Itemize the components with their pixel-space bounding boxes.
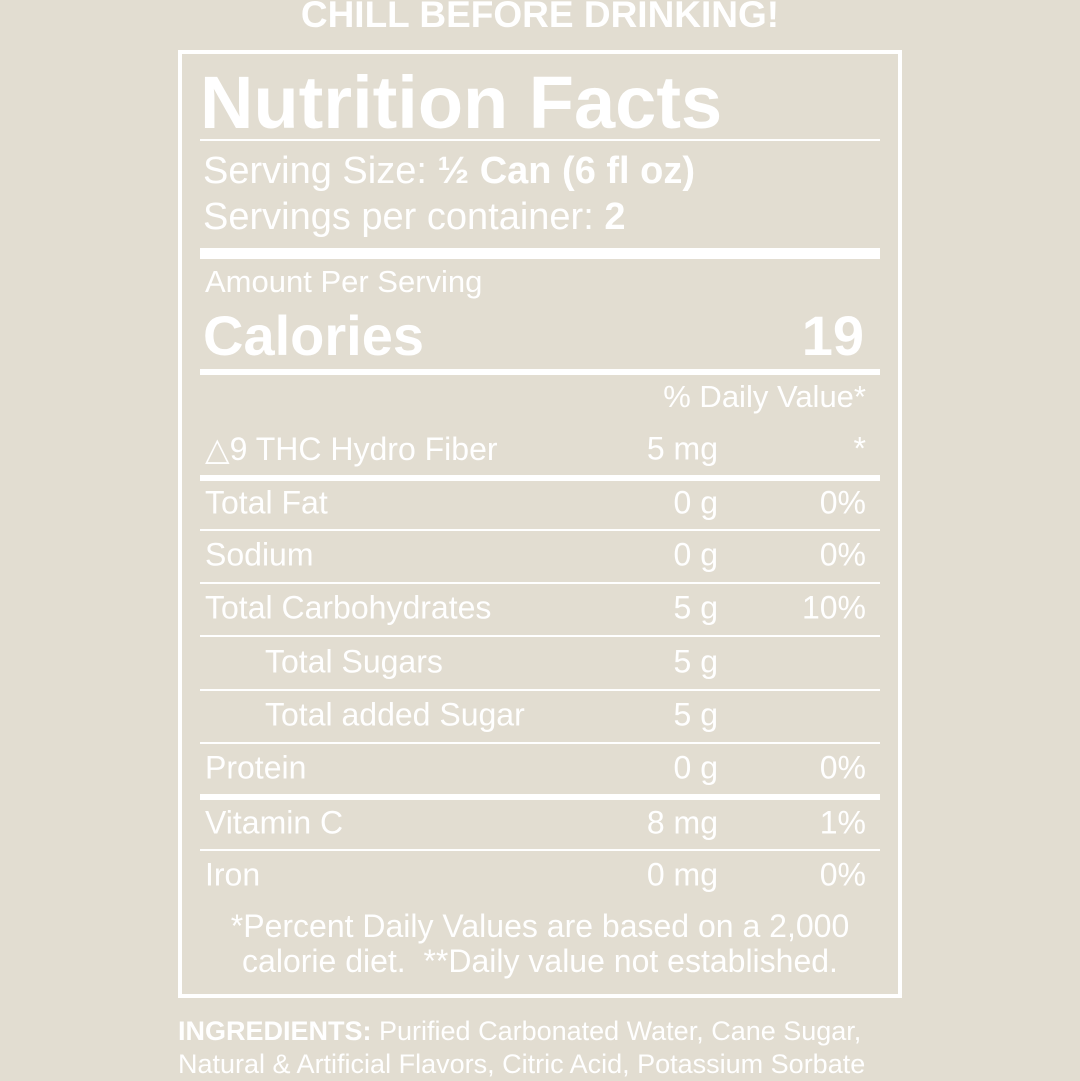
nutrient-name: Sodium xyxy=(205,536,314,573)
rule xyxy=(200,849,880,851)
nutrient-amount: 0 g xyxy=(673,749,718,786)
servings: Servings per container: 2 xyxy=(203,196,625,239)
serving-size-value: ½ Can (6 fl oz) xyxy=(437,150,696,192)
nutrient-daily-value: 0% xyxy=(819,484,866,521)
label-box xyxy=(178,50,902,998)
nutrient-row: Total Carbohydrates 5 g 10% xyxy=(200,583,880,633)
nutrient-amount: 5 mg xyxy=(646,430,718,467)
nutrient-amount: 8 mg xyxy=(646,804,718,841)
nutrient-row: Vitamin C 8 mg 1% xyxy=(200,798,880,848)
nutrient-amount: 0 g xyxy=(673,484,718,521)
nutrient-amount: 5 g xyxy=(673,643,718,680)
ingredients-label: INGREDIENTS: xyxy=(178,1016,372,1046)
nutrient-daily-value: * xyxy=(853,430,866,467)
rule xyxy=(200,742,880,744)
title: Nutrition Facts xyxy=(200,61,723,144)
nutrient-row: Protein 0 g 0% xyxy=(200,743,880,793)
rule xyxy=(200,139,880,141)
calories-value: 19 xyxy=(801,304,864,367)
nutrient-row: Iron 0 mg 0% xyxy=(200,850,880,900)
servings-label: Servings per container: xyxy=(203,196,594,238)
nutrient-name: Total Carbohydrates xyxy=(205,589,492,626)
nutrient-row: Total Fat 0 g 0% xyxy=(200,478,880,528)
ingredients-text: Purified Carbonated Water, Cane Sugar, N… xyxy=(178,1016,866,1079)
nutrient-daily-value: 0% xyxy=(819,536,866,573)
nutrient-name: Total added Sugar xyxy=(265,696,525,733)
nutrient-daily-value: 10% xyxy=(801,589,866,626)
nutrient-name: Total Sugars xyxy=(265,643,443,680)
daily-value-header: % Daily Value* xyxy=(663,379,866,414)
serving-size-label: Serving Size: xyxy=(203,150,427,192)
footnote-line: *Percent Daily Values are based on a 2,0… xyxy=(230,908,850,944)
ingredients: INGREDIENTS: Purified Carbonated Water, … xyxy=(178,1015,908,1081)
rule xyxy=(200,369,880,375)
nutrient-name: Protein xyxy=(205,749,307,786)
rule xyxy=(200,635,880,637)
nutrient-name: △9 THC Hydro Fiber xyxy=(205,431,498,467)
nutrient-amount: 0 mg xyxy=(646,856,718,893)
amount-per-serving: Amount Per Serving xyxy=(205,264,483,299)
nutrient-daily-value: 1% xyxy=(819,804,866,841)
nutrient-amount: 0 g xyxy=(673,536,718,573)
nutrient-row: Sodium 0 g 0% xyxy=(200,530,880,580)
rule xyxy=(200,529,880,531)
header: CHILL BEFORE DRINKING! xyxy=(300,0,780,35)
nutrient-amount: 5 g xyxy=(673,589,718,626)
thick-rule xyxy=(200,475,880,481)
nutrient-name: Vitamin C xyxy=(205,804,344,841)
calories-label: Calories xyxy=(203,304,424,367)
nutrient-amount: 5 g xyxy=(673,696,718,733)
nutrient-name: Total Fat xyxy=(205,484,328,521)
footnote-line: calorie diet. **Daily value not establis… xyxy=(242,943,838,979)
thick-rule xyxy=(200,248,880,259)
rule xyxy=(200,689,880,691)
servings-value: 2 xyxy=(604,196,626,238)
nutrient-daily-value: 0% xyxy=(819,749,866,786)
nutrient-name: Iron xyxy=(205,856,261,893)
nutrient-row: Total added Sugar 5 g xyxy=(200,690,880,740)
thick-rule xyxy=(200,794,880,800)
serving-size: Serving Size: ½ Can (6 fl oz) xyxy=(203,150,695,193)
nutrient-row: △9 THC Hydro Fiber 5 mg * xyxy=(200,424,880,474)
nutrient-row: Total Sugars 5 g xyxy=(200,637,880,687)
rule xyxy=(200,582,880,584)
nutrient-daily-value: 0% xyxy=(819,856,866,893)
